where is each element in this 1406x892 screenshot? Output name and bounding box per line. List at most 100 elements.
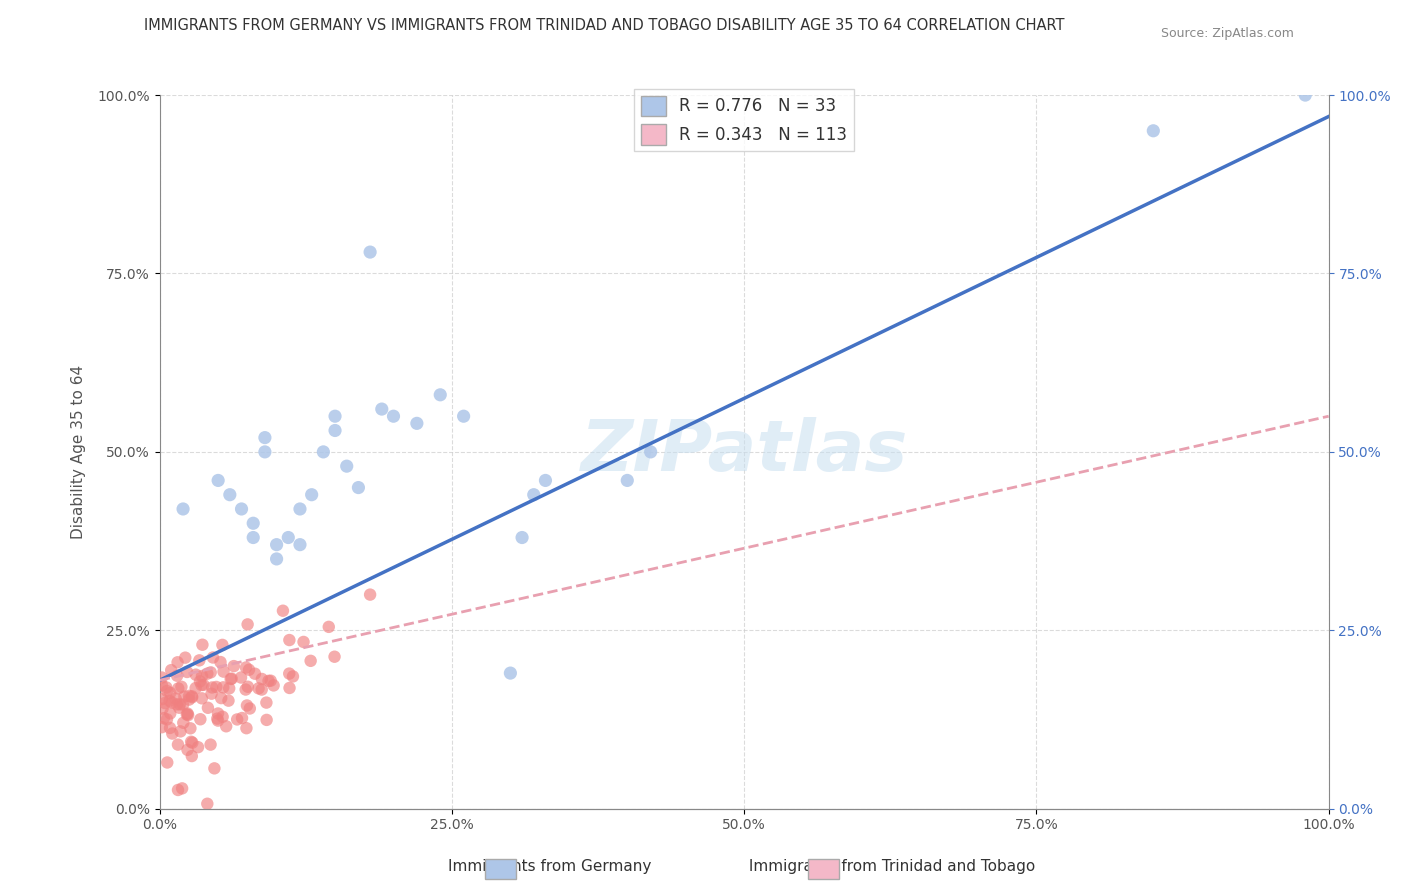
Y-axis label: Disability Age 35 to 64: Disability Age 35 to 64 — [72, 365, 86, 539]
Point — [640, 445, 662, 459]
Point — [173, 690, 195, 704]
Point — [209, 691, 232, 706]
Point — [236, 617, 259, 632]
Point — [231, 502, 253, 516]
Point — [200, 665, 222, 680]
Point — [166, 669, 188, 683]
Point — [288, 502, 311, 516]
Point — [238, 663, 260, 677]
Point — [211, 710, 233, 724]
Point — [191, 691, 214, 706]
Point — [159, 721, 181, 735]
Point — [207, 474, 229, 488]
Point — [523, 488, 546, 502]
Point — [159, 694, 181, 708]
Point — [191, 638, 214, 652]
Point — [167, 700, 190, 714]
Point — [239, 701, 262, 715]
Point — [156, 712, 179, 726]
Point — [288, 538, 311, 552]
Point — [170, 680, 193, 694]
Point — [405, 417, 427, 431]
Point — [207, 714, 229, 728]
Point — [359, 588, 381, 602]
Point — [260, 673, 283, 688]
Point — [616, 474, 638, 488]
Point — [193, 678, 215, 692]
Point — [160, 663, 183, 677]
Point — [181, 690, 204, 705]
Point — [429, 388, 451, 402]
Point — [155, 681, 177, 695]
Point — [167, 681, 190, 696]
Point — [209, 655, 232, 669]
Point — [1142, 124, 1164, 138]
Point — [181, 736, 204, 750]
Point — [177, 692, 200, 706]
Point — [165, 691, 187, 706]
Point — [256, 713, 278, 727]
Point — [172, 781, 194, 796]
Point — [180, 749, 202, 764]
Point — [271, 604, 294, 618]
Point — [257, 673, 280, 688]
Point — [172, 502, 194, 516]
Point — [205, 680, 228, 694]
Point — [250, 682, 273, 697]
Point — [212, 681, 235, 695]
Point — [253, 445, 276, 459]
Point — [323, 424, 346, 438]
Text: Source: ZipAtlas.com: Source: ZipAtlas.com — [1160, 27, 1294, 40]
Point — [201, 681, 224, 695]
Point — [174, 650, 197, 665]
Point — [242, 516, 264, 531]
Point — [215, 719, 238, 733]
Point — [242, 531, 264, 545]
Point — [152, 701, 174, 715]
Point — [207, 706, 229, 721]
Point — [254, 696, 277, 710]
Point — [156, 756, 179, 770]
Point — [318, 620, 340, 634]
Point — [184, 681, 207, 695]
Point — [534, 474, 557, 488]
Text: Immigrants from Germany                    Immigrants from Trinidad and Tobago: Immigrants from Germany Immigrants from … — [370, 859, 1036, 874]
Point — [235, 721, 257, 735]
Point — [159, 706, 181, 721]
Point — [266, 552, 288, 566]
Point — [301, 488, 323, 502]
Point — [266, 538, 288, 552]
Point — [218, 488, 240, 502]
Point — [179, 722, 201, 736]
Point — [371, 402, 394, 417]
Point — [312, 445, 335, 459]
Point — [207, 712, 229, 726]
Point — [195, 666, 218, 681]
Point — [172, 698, 194, 712]
Point — [247, 681, 270, 696]
Point — [176, 743, 198, 757]
Point — [159, 686, 181, 700]
Point — [167, 783, 190, 797]
Point — [281, 669, 304, 683]
Point — [211, 638, 233, 652]
Point — [177, 708, 200, 723]
Text: ZIPatlas: ZIPatlas — [581, 417, 908, 486]
Point — [336, 459, 359, 474]
Point — [250, 672, 273, 686]
Point — [218, 693, 240, 707]
Point — [229, 671, 252, 685]
Point — [299, 654, 322, 668]
Point — [1294, 88, 1316, 103]
Point — [188, 653, 211, 667]
Legend: R = 0.776   N = 33, R = 0.343   N = 113: R = 0.776 N = 33, R = 0.343 N = 113 — [634, 89, 853, 152]
Point — [453, 409, 475, 424]
Point — [222, 659, 245, 673]
Point — [172, 715, 194, 730]
Point — [195, 797, 218, 811]
Point — [191, 669, 214, 683]
Point — [382, 409, 405, 424]
Point — [180, 735, 202, 749]
Point — [162, 726, 184, 740]
Point — [156, 684, 179, 698]
